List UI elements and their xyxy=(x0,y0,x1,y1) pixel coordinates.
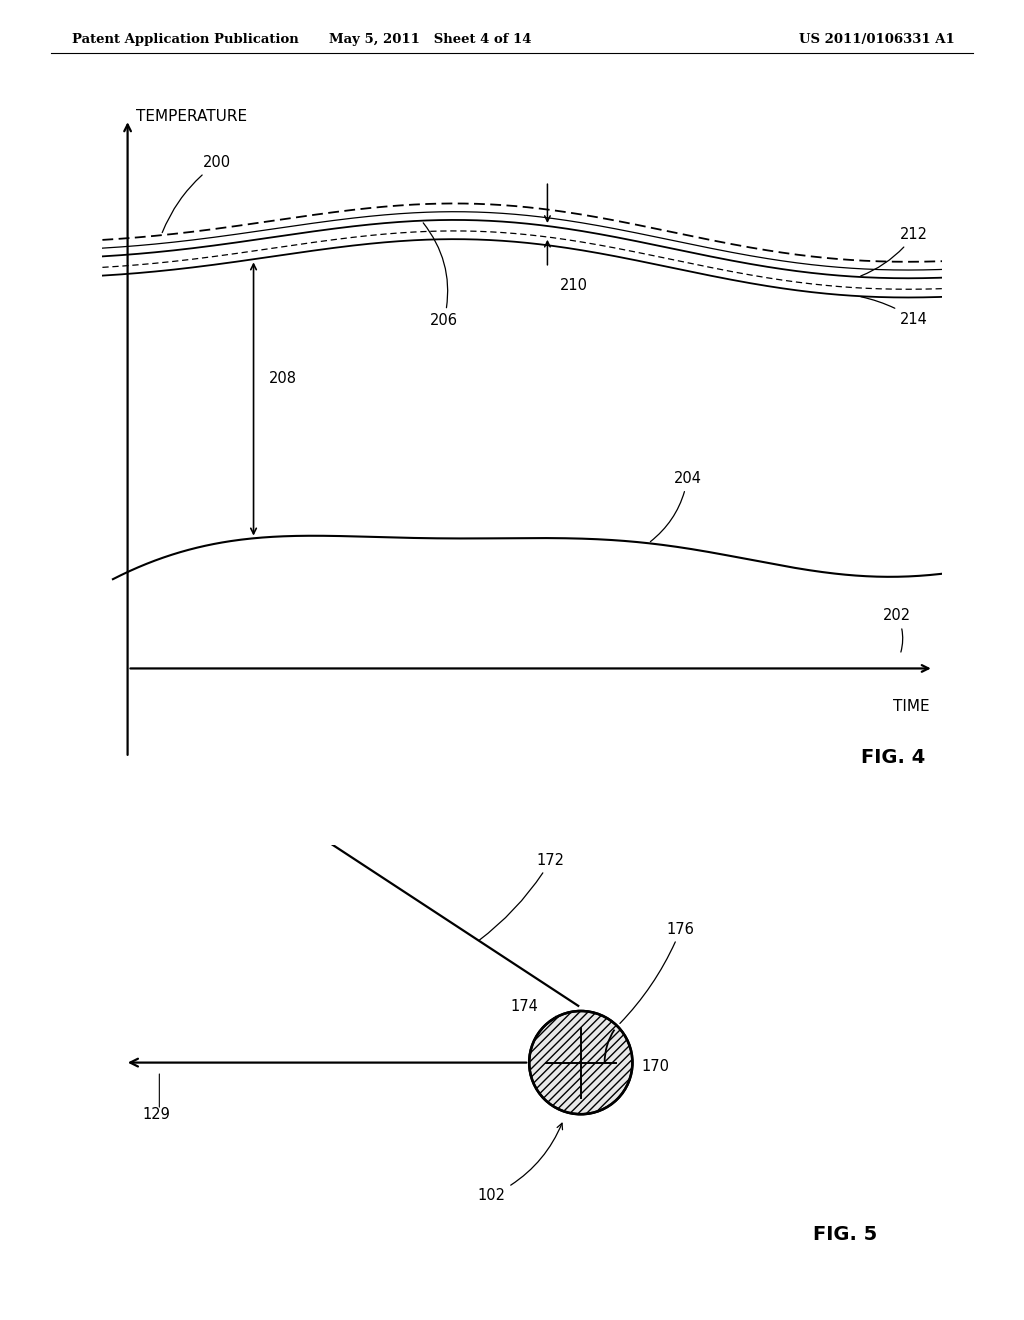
Text: FIG. 4: FIG. 4 xyxy=(861,748,926,767)
Text: 170: 170 xyxy=(641,1060,669,1074)
Text: 214: 214 xyxy=(861,297,928,326)
Text: May 5, 2011   Sheet 4 of 14: May 5, 2011 Sheet 4 of 14 xyxy=(329,33,531,46)
Text: 208: 208 xyxy=(268,371,297,385)
Text: US 2011/0106331 A1: US 2011/0106331 A1 xyxy=(799,33,954,46)
Text: TIME: TIME xyxy=(893,700,930,714)
Text: 200: 200 xyxy=(162,156,231,232)
Text: 204: 204 xyxy=(650,471,701,541)
Text: 129: 129 xyxy=(142,1106,170,1122)
Text: 210: 210 xyxy=(560,279,588,293)
Text: 206: 206 xyxy=(423,223,458,329)
Text: 176: 176 xyxy=(620,921,694,1023)
Text: 212: 212 xyxy=(861,227,928,276)
Circle shape xyxy=(529,1011,633,1114)
Text: FIG. 5: FIG. 5 xyxy=(813,1225,878,1245)
Text: Patent Application Publication: Patent Application Publication xyxy=(72,33,298,46)
Text: 202: 202 xyxy=(884,609,911,652)
Text: TEMPERATURE: TEMPERATURE xyxy=(136,110,247,124)
Text: 102: 102 xyxy=(477,1123,562,1204)
Text: 174: 174 xyxy=(510,999,538,1014)
Text: 172: 172 xyxy=(479,853,565,941)
